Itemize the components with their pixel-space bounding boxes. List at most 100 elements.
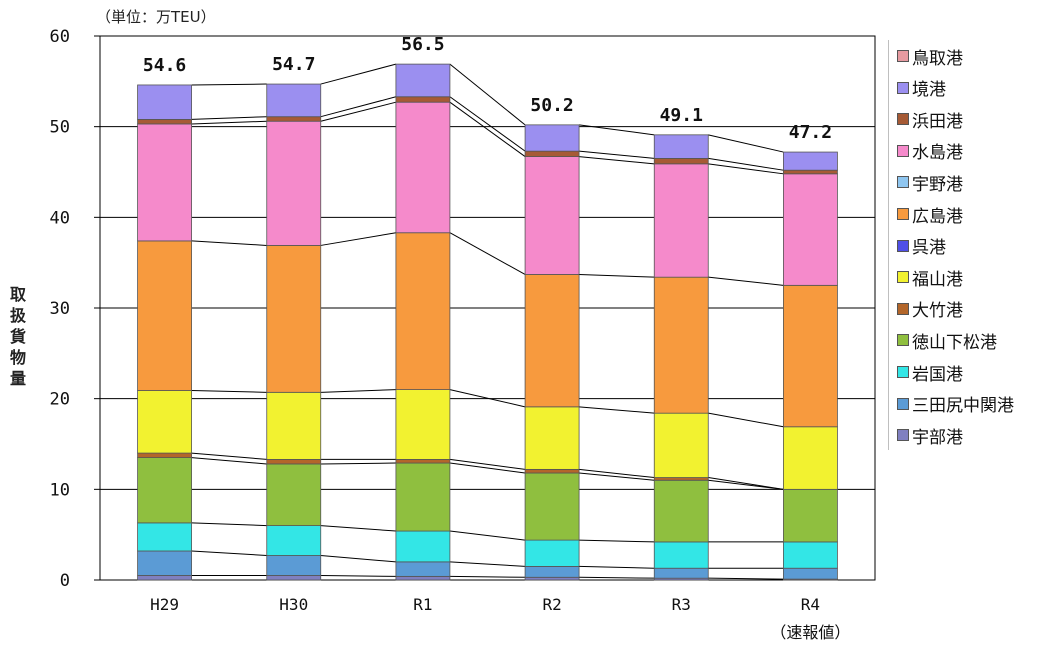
bar-segment <box>653 276 709 414</box>
bar-segment <box>395 232 451 391</box>
bar-segment <box>395 575 451 581</box>
legend-label: 岩国港 <box>912 364 963 385</box>
bar-segment <box>137 457 192 524</box>
series-connector-line <box>708 412 784 428</box>
bar-segment <box>395 101 451 234</box>
y-tick-label: 10 <box>50 480 70 500</box>
bar-segment <box>783 426 838 490</box>
series-connector-line <box>449 462 526 474</box>
bar-segment <box>524 156 580 275</box>
series-connector-line <box>579 539 655 543</box>
legend-swatch <box>897 81 909 94</box>
series-connector-line <box>191 457 267 465</box>
series-connector-line <box>579 565 655 569</box>
x-tick-label: H30 <box>279 595 308 614</box>
y-tick-label: 60 <box>50 27 70 47</box>
series-connector-line <box>191 240 267 246</box>
bar-segment <box>137 119 192 125</box>
y-axis-label-char: 取 <box>9 285 26 304</box>
bar-segment <box>783 488 838 543</box>
bar-segment <box>266 525 322 556</box>
bar-segment <box>524 566 580 578</box>
series-connector-line <box>449 575 526 578</box>
unit-label: （単位：万TEU） <box>96 8 216 26</box>
legend-label: 福山港 <box>912 269 963 290</box>
series-connector-line <box>449 96 526 152</box>
total-label: 50.2 <box>530 95 573 116</box>
legend-item: 浜田港 <box>897 107 963 132</box>
legend-swatch <box>897 113 909 126</box>
legend-swatch <box>897 302 909 315</box>
series-connector-line <box>708 163 784 175</box>
bar-segment <box>137 84 192 120</box>
series-connector-line <box>579 273 655 278</box>
bar-segment <box>653 412 709 478</box>
x-tick-label: H29 <box>150 595 179 614</box>
series-connector-line <box>579 468 655 479</box>
bar-segment <box>524 472 580 541</box>
bar-segment <box>524 576 580 581</box>
legend-item: 境港 <box>897 76 946 100</box>
series-connector-line <box>449 232 526 275</box>
legend-item: 宇部港 <box>897 423 963 448</box>
legend-item: 広島港 <box>897 202 963 227</box>
series-connector-line <box>579 472 655 481</box>
legend-label: 宇部港 <box>912 427 963 448</box>
total-label: 56.5 <box>401 34 444 55</box>
bar-segment <box>653 479 709 543</box>
x-tick-label: R2 <box>542 595 561 614</box>
bar-segment <box>137 390 192 454</box>
bar-segment <box>395 63 451 98</box>
bar-segment <box>137 575 192 581</box>
series-connector-line <box>320 96 397 118</box>
series-connector-line <box>320 389 396 393</box>
legend-item: 鳥取港 <box>897 44 963 69</box>
bar-segment <box>395 462 451 532</box>
legend-item: 福山港 <box>897 265 963 290</box>
bar-segment <box>266 459 322 465</box>
legend-label: 徳山下松港 <box>912 332 997 353</box>
series-connector-line <box>579 150 655 159</box>
bar-segment <box>653 163 709 278</box>
bar-segment <box>653 477 709 481</box>
series-connector-line <box>708 157 784 171</box>
series-connector-line <box>449 63 526 126</box>
series-connector-line <box>320 63 397 85</box>
series-connector-line <box>191 550 267 557</box>
legend-swatch <box>897 144 909 157</box>
legend-item: 徳山下松港 <box>897 328 997 353</box>
series-connector-line <box>708 577 784 580</box>
x-tick-note: （速報値） <box>770 623 850 642</box>
y-tick-label: 50 <box>50 118 70 138</box>
bar-segment <box>137 550 192 576</box>
bar-segment <box>653 157 709 165</box>
legend-swatch <box>897 366 909 378</box>
bar-segment <box>395 459 451 464</box>
series-connector-line <box>320 462 396 465</box>
bar-segment <box>137 240 192 391</box>
bar-segment <box>395 96 451 103</box>
total-label: 47.2 <box>789 122 832 143</box>
series-connector-line <box>449 458 526 470</box>
bar-segment <box>137 452 192 459</box>
bar-segment <box>783 541 838 569</box>
total-label: 54.7 <box>272 54 315 75</box>
bar-segment <box>783 284 838 428</box>
series-connector-line <box>579 576 655 579</box>
bar-segment <box>524 468 580 474</box>
series-connector-line <box>449 389 526 408</box>
legend-swatch <box>897 429 909 442</box>
series-connector-line <box>191 522 267 527</box>
bar-segment <box>783 173 838 286</box>
y-tick-label: 40 <box>50 208 70 228</box>
bar-segment <box>395 389 451 460</box>
y-axis-label-char: 量 <box>9 369 26 388</box>
y-tick-label: 30 <box>50 299 70 319</box>
legend-item: 岩国港 <box>897 360 963 385</box>
legend-item: 三田尻中関港 <box>897 392 1014 416</box>
bar-segment <box>266 245 322 393</box>
bar-segment <box>783 151 838 171</box>
bar-segment <box>266 463 322 526</box>
series-connector-line <box>708 134 784 153</box>
legend-label: 呉港 <box>912 238 946 259</box>
